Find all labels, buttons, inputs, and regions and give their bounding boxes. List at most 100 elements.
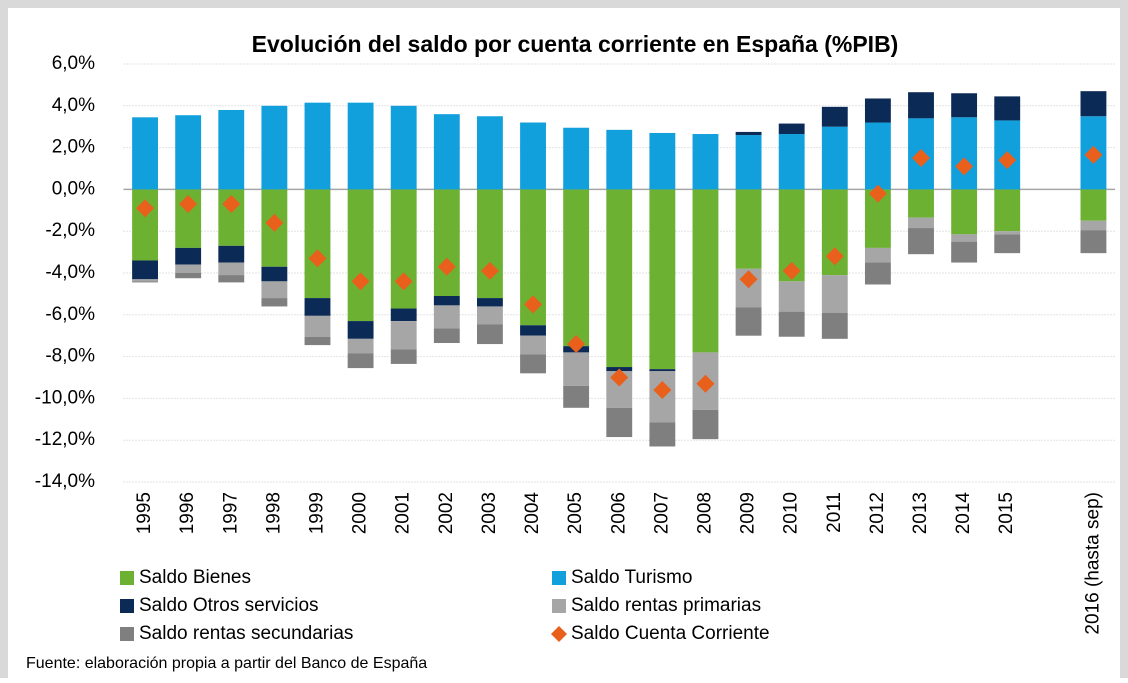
bar <box>735 131 762 136</box>
marker <box>610 368 629 387</box>
marker <box>696 374 715 393</box>
bar <box>821 312 848 339</box>
bar <box>175 264 202 273</box>
bar <box>304 315 331 337</box>
legend-swatch <box>552 571 566 585</box>
bar <box>175 273 202 279</box>
bar <box>132 281 158 283</box>
legend-swatch <box>120 599 134 613</box>
y-tick-label: 0,0% <box>52 178 95 199</box>
bar <box>433 305 460 329</box>
bar <box>692 134 719 190</box>
bar <box>864 122 891 190</box>
y-tick-label: 6,0% <box>52 53 95 74</box>
bar <box>692 409 719 440</box>
bar <box>735 307 762 336</box>
bar <box>692 189 719 353</box>
bar <box>951 189 978 235</box>
bar <box>951 241 978 263</box>
legend-label: Saldo Cuenta Corriente <box>571 623 770 644</box>
marker <box>437 257 456 276</box>
bar <box>347 102 374 190</box>
bar <box>563 385 590 408</box>
x-tick-label: 2014 <box>953 492 974 535</box>
bar <box>951 93 978 118</box>
y-tick-label: -2,0% <box>45 220 95 241</box>
bar <box>1080 220 1107 231</box>
x-tick-label: 2011 <box>824 492 845 533</box>
y-tick-label: 2,0% <box>52 137 95 158</box>
bar <box>175 247 202 265</box>
bar <box>908 92 934 119</box>
bar <box>563 189 590 347</box>
bar <box>218 245 245 263</box>
bar <box>304 102 331 190</box>
bar <box>218 262 245 276</box>
marker <box>265 213 284 232</box>
bar <box>735 135 762 190</box>
y-tick-label: -14,0% <box>35 471 95 492</box>
bar <box>390 349 417 364</box>
bar <box>132 279 158 282</box>
bar <box>778 281 805 312</box>
source-note: Fuente: elaboración propia a partir del … <box>26 655 427 672</box>
bar <box>908 189 934 218</box>
bar <box>433 189 460 296</box>
marker <box>868 184 887 203</box>
bar <box>1080 91 1107 117</box>
legend-label: Saldo Turismo <box>571 567 692 588</box>
x-tick-label: 2016 (hasta sep) <box>1082 492 1103 635</box>
bar <box>520 122 546 190</box>
bar <box>476 306 503 325</box>
bar <box>347 189 374 322</box>
marker <box>1084 145 1103 164</box>
bar <box>649 132 676 190</box>
marker <box>179 195 198 214</box>
marker <box>653 381 672 400</box>
x-tick-label: 2001 <box>393 492 414 534</box>
bar <box>175 115 202 190</box>
bar <box>908 228 934 255</box>
marker <box>524 295 543 314</box>
chart-title: Evolución del saldo por cuenta corriente… <box>252 31 899 57</box>
bar <box>347 321 374 339</box>
legend-swatch <box>552 599 566 613</box>
bar <box>304 189 331 299</box>
y-tick-label: -4,0% <box>45 262 95 283</box>
bar <box>218 109 245 190</box>
bar <box>864 98 891 123</box>
bar <box>390 308 417 322</box>
x-tick-label: 2007 <box>651 492 672 534</box>
marker <box>912 149 931 168</box>
bar <box>864 247 891 263</box>
x-tick-label: 2002 <box>436 492 457 534</box>
x-tick-label: 2003 <box>479 492 500 534</box>
bar <box>261 266 288 282</box>
legend-label: Saldo rentas primarias <box>571 595 761 616</box>
marker <box>825 247 844 266</box>
legend-label: Saldo Otros servicios <box>139 595 319 616</box>
legend-swatch <box>120 571 134 585</box>
bar <box>606 189 633 368</box>
marker <box>480 261 499 280</box>
marker <box>394 272 413 291</box>
bar <box>563 352 590 386</box>
legend-swatch <box>120 627 134 641</box>
bar <box>304 336 331 346</box>
bar <box>1080 230 1107 254</box>
x-tick-label: 1995 <box>134 492 155 534</box>
bar <box>390 321 417 350</box>
bar <box>649 189 676 370</box>
x-tick-label: 1998 <box>263 492 284 534</box>
bar <box>476 116 503 190</box>
marker <box>308 249 327 268</box>
x-tick-label: 2006 <box>608 492 629 534</box>
x-tick-label: 1999 <box>307 492 328 534</box>
bar <box>476 189 503 299</box>
bar <box>132 117 158 190</box>
bar <box>649 369 676 372</box>
bar <box>476 324 503 345</box>
bar <box>347 338 374 354</box>
bar <box>951 117 978 190</box>
